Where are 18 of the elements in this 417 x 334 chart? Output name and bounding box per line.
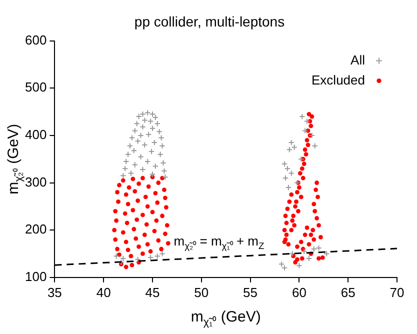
y-axis-title: mχ̃₂⁰ (GeV)	[5, 124, 26, 194]
y-tick-label: 300	[24, 174, 47, 190]
x-tick-label: 50	[194, 284, 209, 300]
x-tick-label: 40	[96, 284, 111, 300]
legend-label: Excluded	[312, 72, 365, 88]
y-tick-label: 100	[24, 268, 47, 284]
x-tick-label: 55	[243, 284, 258, 300]
y-tick-label: 400	[24, 127, 47, 142]
y-tick-label: 500	[24, 80, 47, 95]
legend-label: All	[350, 52, 366, 68]
y-tick-label: 600	[24, 32, 47, 48]
x-tick-label: 35	[47, 284, 62, 300]
x-tick-label: 45	[145, 284, 160, 300]
y-tick-label: 200	[24, 222, 47, 237]
x-tick-label: 60	[292, 284, 306, 300]
x-tick-label: 70	[390, 284, 404, 300]
x-tick-label: 65	[340, 284, 356, 300]
chart-title: pp collider, multi-leptons	[134, 13, 285, 30]
